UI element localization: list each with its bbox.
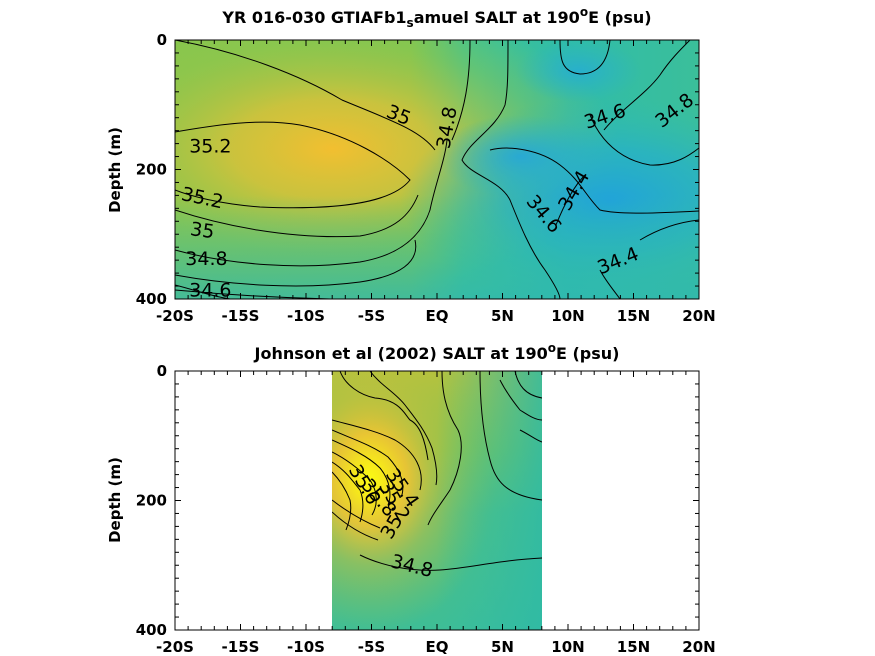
bottom-title: Johnson et al (2002) SALT at 190oE (psu)	[254, 341, 620, 363]
bottom-yticks: 0 200 400	[136, 362, 699, 639]
x-tick-label: 15N	[617, 307, 650, 325]
y-tick-label: 400	[136, 290, 167, 308]
y-tick-label: 0	[157, 362, 167, 380]
y-tick-label: 400	[136, 621, 167, 639]
bottom-ylabel: Depth (m)	[106, 457, 124, 543]
contour-label: 35	[189, 218, 216, 243]
top-yticks: 0 200 400	[136, 31, 699, 308]
contour-label: 35.2	[189, 136, 231, 158]
x-tick-label: -20S	[156, 638, 194, 656]
bottom-colormap	[332, 371, 542, 630]
x-tick-label: -5S	[358, 307, 385, 325]
x-tick-label: 10N	[551, 307, 584, 325]
x-tick-label: -20S	[156, 307, 194, 325]
contour-label: 34.6	[189, 279, 231, 301]
x-tick-label: -10S	[287, 307, 325, 325]
x-tick-label: 10N	[551, 638, 584, 656]
x-tick-label: EQ	[426, 638, 449, 656]
bottom-xticks: -20S -15S -10S -5S EQ 5N 10N 15N 20N	[156, 371, 716, 656]
top-ylabel: Depth (m)	[106, 127, 124, 213]
contour-label: 34.8	[185, 248, 227, 270]
y-tick-label: 200	[136, 492, 167, 510]
bottom-contour-lines	[332, 371, 542, 571]
x-tick-label: 15N	[617, 638, 650, 656]
top-colormap	[175, 40, 699, 299]
x-tick-label: 20N	[682, 638, 715, 656]
y-tick-label: 200	[136, 161, 167, 179]
bottom-panel: Johnson et al (2002) SALT at 190oE (psu)	[106, 341, 716, 656]
top-title: YR 016-030 GTIAFb1samuel SALT at 190oE (…	[221, 5, 651, 30]
x-tick-label: -15S	[222, 307, 260, 325]
x-tick-label: 5N	[491, 307, 514, 325]
top-contour-lines	[175, 40, 699, 299]
x-tick-label: -15S	[222, 638, 260, 656]
y-tick-label: 0	[157, 31, 167, 49]
x-tick-label: -5S	[358, 638, 385, 656]
top-panel: YR 016-030 GTIAFb1samuel SALT at 190oE (…	[106, 5, 716, 325]
top-xticks: -20S -15S -10S -5S EQ 5N 10N 15N 20N	[156, 40, 716, 325]
x-tick-label: 20N	[682, 307, 715, 325]
x-tick-label: EQ	[426, 307, 449, 325]
x-tick-label: 5N	[491, 638, 514, 656]
x-tick-label: -10S	[287, 638, 325, 656]
